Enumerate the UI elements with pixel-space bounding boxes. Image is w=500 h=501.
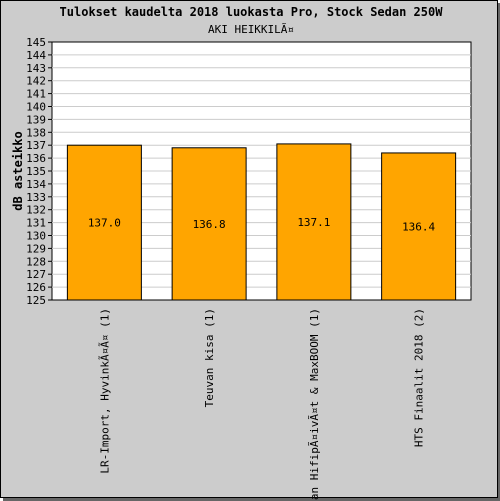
y-tick-label: 133 xyxy=(26,191,46,204)
chart-title: Tulokset kaudelta 2018 luokasta Pro, Sto… xyxy=(60,5,444,19)
bar xyxy=(171,147,247,301)
bar-value-label: 136.4 xyxy=(402,220,435,233)
y-tick-label: 141 xyxy=(26,88,46,101)
y-tick-label: 136 xyxy=(26,152,46,165)
y-tick-label: 139 xyxy=(26,113,46,126)
y-tick-label: 126 xyxy=(26,281,46,294)
bar-value-label: 137.0 xyxy=(88,217,121,230)
y-tick-label: 137 xyxy=(26,139,46,152)
y-tick-label: 127 xyxy=(26,268,46,281)
y-tick-label: 128 xyxy=(26,255,46,268)
y-axis-title: dB asteikko xyxy=(11,131,25,210)
y-tick-label: 140 xyxy=(26,101,46,114)
y-tick-label: 138 xyxy=(26,126,46,139)
bars xyxy=(66,143,457,301)
x-tick-label: HTS Finaalit 2018 (2) xyxy=(413,308,426,447)
y-tick-label: 135 xyxy=(26,165,46,178)
y-tick-label: 131 xyxy=(26,217,46,230)
y-tick-label: 130 xyxy=(26,230,46,243)
bar xyxy=(276,143,352,301)
x-tick-label: ssan HifipÃ¤ivÃ¤t & MaxBOOM (1) xyxy=(308,308,321,501)
y-axis-ticks: 1251261271281291301311321331341351361371… xyxy=(26,36,52,307)
bar-value-label: 137.1 xyxy=(297,216,330,229)
y-tick-label: 144 xyxy=(26,49,46,62)
y-tick-label: 125 xyxy=(26,294,46,307)
y-tick-label: 142 xyxy=(26,75,46,88)
x-tick-label: Teuvan kisa (1) xyxy=(203,308,216,407)
x-tick-label: LR-Import, HyvinkÃ¤Ã¤ (1) xyxy=(98,308,111,474)
bar-value-label: 136.8 xyxy=(193,218,226,231)
value-labels: 137.0 136.8 137.1 136.4 xyxy=(88,216,436,234)
bar xyxy=(66,144,142,301)
x-axis-labels: LR-Import, HyvinkÃ¤Ã¤ (1) Teuvan kisa (1)… xyxy=(98,308,425,501)
y-tick-label: 129 xyxy=(26,242,46,255)
chart-subtitle: AKI HEIKKILÃ¤ xyxy=(208,23,294,36)
y-tick-label: 132 xyxy=(26,204,46,217)
y-tick-label: 134 xyxy=(26,178,46,191)
y-tick-label: 143 xyxy=(26,62,46,75)
bar xyxy=(381,152,457,301)
y-tick-label: 145 xyxy=(26,36,46,49)
